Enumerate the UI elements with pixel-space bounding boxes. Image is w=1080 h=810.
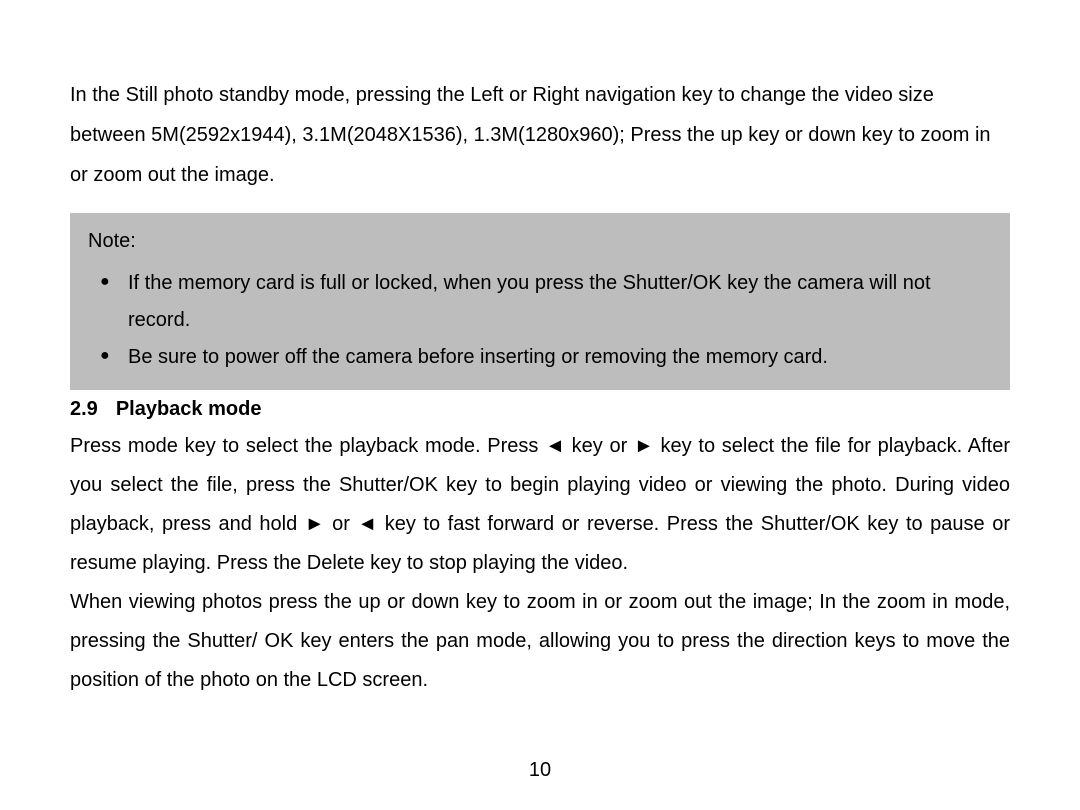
note-label: Note: xyxy=(88,225,992,257)
body-paragraph-2: When viewing photos press the up or down… xyxy=(70,583,1010,700)
body-paragraph-1: Press mode key to select the playback mo… xyxy=(70,427,1010,583)
section-heading: 2.9 Playback mode xyxy=(70,398,1010,421)
note-item: If the memory card is full or locked, wh… xyxy=(100,265,992,339)
intro-paragraph: In the Still photo standby mode, pressin… xyxy=(70,75,1010,195)
note-item: Be sure to power off the camera before i… xyxy=(100,339,992,376)
note-list: If the memory card is full or locked, wh… xyxy=(88,265,992,376)
section-title: Playback mode xyxy=(116,398,262,420)
section-number: 2.9 xyxy=(70,398,98,420)
page-number: 10 xyxy=(529,759,551,782)
note-box: Note: If the memory card is full or lock… xyxy=(70,213,1010,390)
